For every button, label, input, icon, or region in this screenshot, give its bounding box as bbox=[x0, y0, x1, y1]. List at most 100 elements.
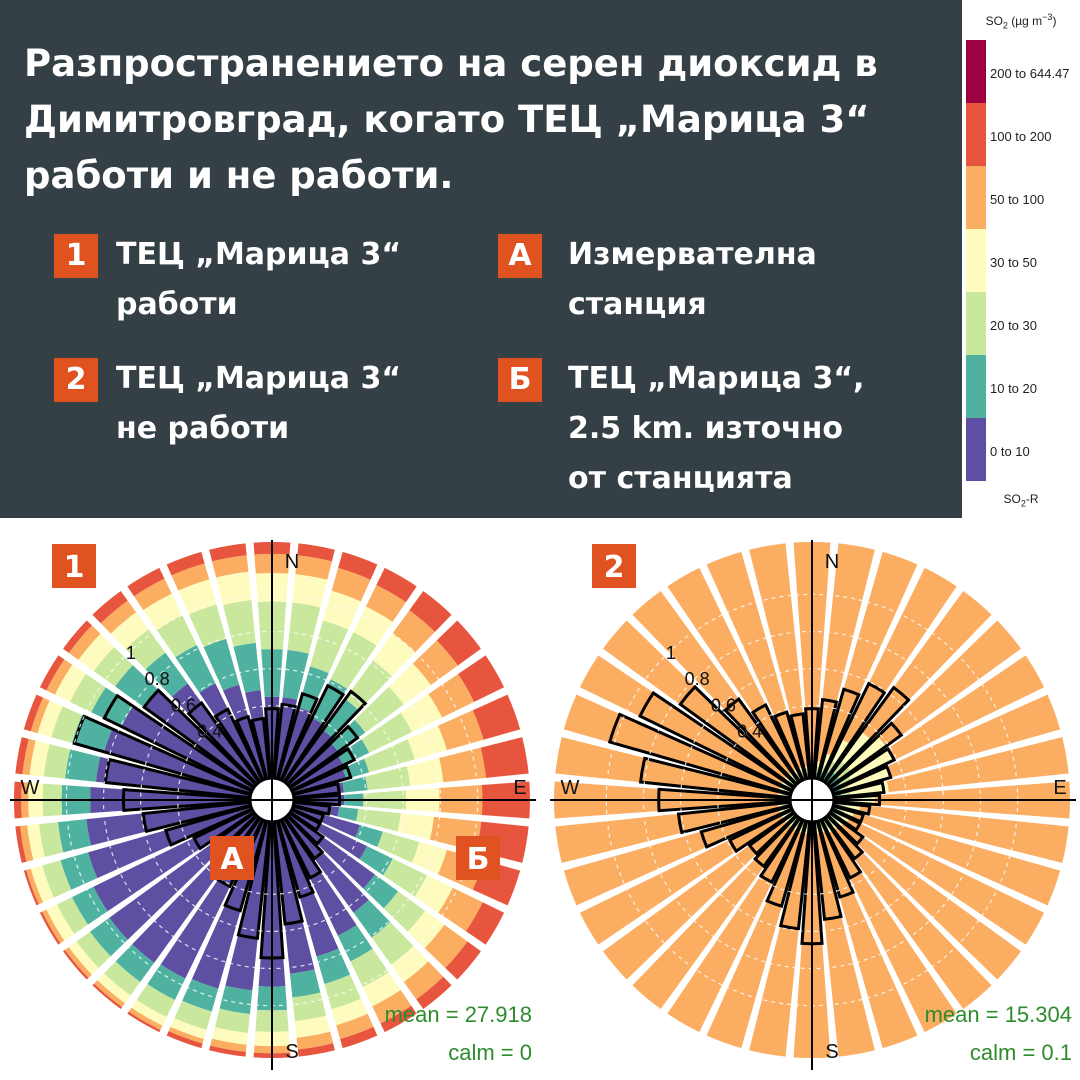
item-badge-2: 2 bbox=[54, 358, 98, 402]
rose-segment bbox=[168, 1026, 204, 1044]
rose-segment bbox=[337, 739, 370, 766]
rose-segment bbox=[392, 610, 435, 653]
rose-segment bbox=[821, 831, 918, 1049]
rose-segment bbox=[826, 817, 835, 826]
rose-segment bbox=[277, 818, 339, 957]
rose-segment bbox=[324, 974, 361, 1010]
radial-tick-label: 0.8 bbox=[685, 669, 710, 689]
rose-segment bbox=[632, 824, 792, 1009]
rose-segment bbox=[203, 638, 240, 691]
rose-segment bbox=[832, 760, 846, 776]
rose-segment bbox=[331, 567, 371, 602]
rose-segment bbox=[414, 875, 453, 913]
rose-segment bbox=[859, 804, 1069, 863]
rose-segment bbox=[847, 766, 891, 790]
chart-badge bbox=[52, 544, 96, 588]
item-b-line: 2.5 km. източно bbox=[568, 411, 844, 446]
rose-segment bbox=[287, 602, 321, 654]
mean-label: mean = 27.918 bbox=[385, 1002, 532, 1027]
rose-segment bbox=[851, 811, 1061, 906]
page-title: Разпространението на серен диоксид в Дим… bbox=[24, 42, 878, 197]
rose-segment bbox=[788, 814, 795, 821]
rose-segment bbox=[42, 860, 72, 898]
rose-segment bbox=[310, 620, 349, 674]
rose-segment bbox=[39, 655, 65, 691]
rose-segment bbox=[63, 620, 92, 653]
rose-segment bbox=[110, 612, 149, 649]
legend-label: 10 to 20 bbox=[990, 381, 1037, 396]
rose-segment bbox=[848, 748, 895, 781]
rose-segment bbox=[280, 816, 357, 936]
rose-segment bbox=[355, 825, 383, 848]
rose-segment bbox=[791, 817, 798, 824]
rose-segment bbox=[134, 578, 172, 611]
rose-segment bbox=[189, 604, 227, 648]
rose-segment bbox=[23, 694, 44, 732]
rose-segment bbox=[342, 776, 368, 793]
rose-segment bbox=[323, 590, 361, 630]
rose-segment bbox=[147, 964, 186, 1000]
rose-segment bbox=[60, 852, 98, 890]
legend-label: 50 to 100 bbox=[990, 192, 1045, 207]
rose-segment bbox=[121, 706, 256, 792]
rose-segment bbox=[555, 803, 779, 863]
rose-segment bbox=[480, 737, 529, 778]
rose-segment bbox=[465, 902, 505, 945]
radial-tick-label: 0.4 bbox=[737, 722, 762, 742]
rose-segment bbox=[295, 555, 332, 580]
rose-segment bbox=[277, 707, 312, 782]
legend-footer: SO2-R bbox=[1003, 492, 1039, 509]
rose-segment bbox=[292, 992, 327, 1022]
rose-segment bbox=[359, 846, 393, 876]
rose-segment bbox=[127, 567, 165, 597]
rose-segment bbox=[603, 620, 788, 780]
rose-segment bbox=[353, 606, 393, 646]
rose-segment bbox=[445, 941, 481, 980]
rose-segment bbox=[136, 984, 175, 1018]
rose-segment bbox=[816, 543, 875, 763]
rose-segment bbox=[338, 551, 378, 580]
rose-segment bbox=[428, 674, 475, 718]
rose-segment bbox=[280, 717, 324, 784]
rose-segment bbox=[436, 620, 481, 666]
legend-label: 200 to 644.47 bbox=[990, 66, 1070, 81]
rose-segment bbox=[225, 819, 270, 991]
rose-segment bbox=[22, 738, 36, 775]
item-1-line: работи bbox=[116, 287, 238, 322]
rose-segment bbox=[383, 891, 426, 932]
rose-segment bbox=[412, 640, 458, 686]
direction-s-label: S bbox=[825, 1041, 838, 1063]
rose-segment bbox=[115, 665, 159, 708]
rose-segment bbox=[407, 910, 445, 949]
legend-swatch bbox=[966, 40, 986, 103]
rose-segment bbox=[337, 924, 373, 962]
calm-label: calm = 0 bbox=[448, 1040, 532, 1065]
rose-segment bbox=[345, 660, 392, 711]
rose-segment bbox=[294, 1015, 331, 1038]
rose-segment bbox=[103, 728, 254, 795]
rose-segment bbox=[439, 747, 487, 783]
rose-segment bbox=[356, 808, 401, 832]
rose-segment bbox=[20, 825, 34, 862]
rose-segment bbox=[840, 822, 1021, 980]
rose-segment bbox=[316, 948, 351, 985]
rose-segment bbox=[749, 833, 809, 1057]
item-2-line: ТЕЦ „Марица 3“ bbox=[116, 361, 402, 396]
rose-segment bbox=[282, 649, 309, 700]
item-a-line: Измервателна bbox=[568, 237, 817, 272]
rose-segment bbox=[380, 1005, 417, 1033]
direction-w-label: W bbox=[21, 777, 40, 799]
direction-e-label: E bbox=[513, 777, 526, 799]
rose-segment bbox=[322, 698, 359, 738]
rose-segment bbox=[667, 567, 798, 772]
rose-segment bbox=[438, 887, 483, 932]
chart-badge-label: 1 bbox=[64, 550, 85, 585]
radial-tick-label: 1 bbox=[126, 643, 136, 663]
rose-segment bbox=[290, 768, 347, 795]
rose-segment bbox=[330, 632, 377, 689]
rose-segment bbox=[825, 551, 918, 756]
rose-segment bbox=[838, 775, 852, 787]
rose-segment bbox=[57, 897, 88, 934]
rose-segment bbox=[93, 808, 256, 912]
